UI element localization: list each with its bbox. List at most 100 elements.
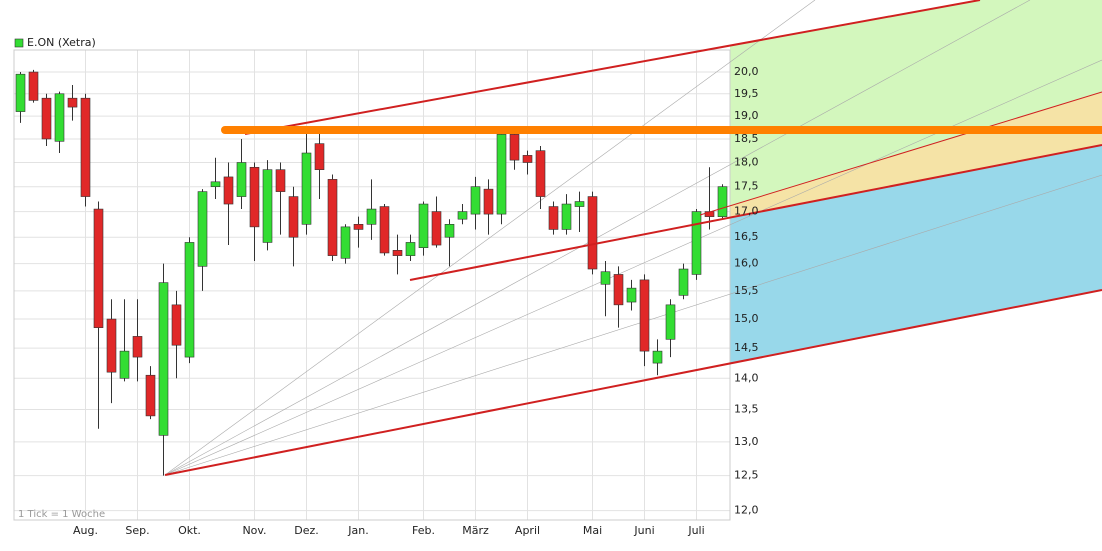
fan-line bbox=[164, 0, 1031, 476]
trend-line bbox=[699, 91, 1102, 216]
candle-body bbox=[236, 162, 247, 197]
candle-body bbox=[301, 152, 312, 225]
candle-body bbox=[314, 143, 325, 170]
trend-line bbox=[244, 0, 981, 135]
candle-body bbox=[327, 179, 338, 256]
channel-area-middle bbox=[730, 92, 1102, 218]
y-tick-label: 15,5 bbox=[734, 284, 759, 297]
candle-body bbox=[171, 304, 182, 346]
candle-body bbox=[54, 93, 65, 142]
candle-body bbox=[483, 188, 494, 215]
x-tick-label: Dez. bbox=[294, 524, 319, 537]
candle-body bbox=[15, 73, 26, 112]
x-tick-label: Feb. bbox=[412, 524, 435, 537]
candle-body bbox=[353, 224, 364, 230]
candle-body bbox=[522, 155, 533, 163]
x-tick-label: Juli bbox=[687, 524, 704, 537]
candle-body bbox=[80, 97, 91, 197]
candle-body bbox=[288, 196, 299, 238]
candle-body bbox=[418, 203, 429, 248]
candle-body bbox=[249, 166, 260, 228]
candle-body bbox=[275, 169, 286, 192]
candle-body bbox=[119, 350, 130, 379]
candle-body bbox=[93, 208, 104, 328]
candle-body bbox=[717, 186, 728, 217]
y-tick-label: 19,0 bbox=[734, 109, 759, 122]
candle-body bbox=[145, 374, 156, 417]
candles bbox=[15, 69, 728, 476]
x-tick-label: Mai bbox=[583, 524, 602, 537]
y-tick-label: 19,5 bbox=[734, 87, 759, 100]
candle-body bbox=[561, 203, 572, 230]
y-tick-label: 18,5 bbox=[734, 132, 759, 145]
candle-body bbox=[600, 271, 611, 285]
x-tick-label: März bbox=[462, 524, 489, 537]
candle-body bbox=[691, 211, 702, 275]
candle-body bbox=[366, 208, 377, 225]
y-tick-label: 18,0 bbox=[734, 156, 759, 169]
candle-body bbox=[106, 318, 117, 373]
candle-body bbox=[262, 169, 273, 243]
x-tick-label: Nov. bbox=[242, 524, 266, 537]
candle-body bbox=[210, 181, 221, 187]
x-tick-label: April bbox=[515, 524, 540, 537]
candle-body bbox=[496, 134, 507, 215]
y-tick-label: 15,0 bbox=[734, 312, 759, 325]
candle-body bbox=[132, 336, 143, 358]
candle-body bbox=[535, 150, 546, 197]
candle-body bbox=[639, 279, 650, 352]
candle-body bbox=[431, 211, 442, 246]
y-tick-label: 14,0 bbox=[734, 371, 759, 384]
y-tick-label: 16,5 bbox=[734, 230, 759, 243]
y-tick-label: 16,0 bbox=[734, 257, 759, 270]
candle-body bbox=[678, 268, 689, 296]
candle-body bbox=[548, 206, 559, 230]
candle-body bbox=[652, 350, 663, 364]
candle-body bbox=[509, 134, 520, 161]
candle-body bbox=[626, 287, 637, 303]
x-tick-label: Juni bbox=[633, 524, 654, 537]
footnote: 1 Tick = 1 Woche bbox=[18, 509, 105, 520]
y-tick-label: 20,0 bbox=[734, 65, 759, 78]
candle-body bbox=[444, 224, 455, 238]
channel-areas bbox=[730, 0, 1102, 364]
fan-line bbox=[164, 0, 816, 476]
grid bbox=[14, 50, 730, 520]
x-tick-label: Jan. bbox=[347, 524, 368, 537]
y-tick-label: 13,0 bbox=[734, 435, 759, 448]
candle-body bbox=[379, 206, 390, 254]
y-tick-label: 17,0 bbox=[734, 205, 759, 218]
candle-body bbox=[470, 186, 481, 215]
candle-body bbox=[665, 304, 676, 340]
y-tick-label: 14,5 bbox=[734, 341, 759, 354]
x-tick-label: Sep. bbox=[125, 524, 149, 537]
y-tick-label: 12,5 bbox=[734, 469, 759, 482]
trend-lines bbox=[164, 0, 1102, 476]
channel-area-upper bbox=[730, 0, 1102, 206]
candle-body bbox=[457, 211, 468, 220]
candle-body bbox=[67, 97, 78, 108]
y-tick-label: 13,5 bbox=[734, 403, 759, 416]
y-tick-label: 17,5 bbox=[734, 180, 759, 193]
legend-label: E.ON (Xetra) bbox=[27, 36, 96, 49]
candle-body bbox=[340, 226, 351, 259]
fan-line bbox=[164, 174, 1102, 476]
x-tick-label: Aug. bbox=[73, 524, 98, 537]
candle-body bbox=[41, 97, 52, 140]
trend-line bbox=[164, 289, 1102, 476]
candle-body bbox=[392, 250, 403, 256]
candle-body bbox=[587, 196, 598, 270]
candle-body bbox=[28, 71, 39, 101]
candle-body bbox=[223, 176, 234, 205]
candle-body bbox=[574, 201, 585, 207]
y-tick-label: 12,0 bbox=[734, 504, 759, 517]
trend-line bbox=[409, 144, 1102, 281]
candle-body bbox=[158, 282, 169, 436]
x-tick-label: Okt. bbox=[178, 524, 201, 537]
plot-frame bbox=[13, 49, 731, 521]
candle-body bbox=[405, 242, 416, 256]
legend-swatch bbox=[14, 38, 24, 48]
candle-body bbox=[197, 191, 208, 267]
